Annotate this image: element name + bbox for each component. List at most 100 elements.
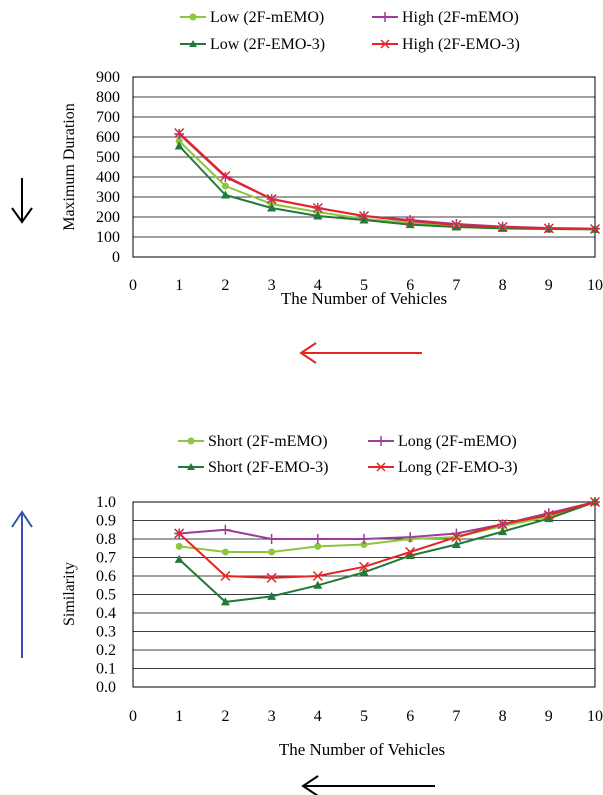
y-tick-label: 700: [96, 109, 120, 126]
data-point: [358, 561, 370, 572]
x-tick-label: 10: [587, 277, 603, 294]
series-lines: [178, 132, 596, 231]
series-line: [178, 501, 596, 579]
data-point: [312, 570, 323, 582]
data-point: [313, 211, 323, 220]
y-tick-label: 0.6: [96, 568, 116, 585]
legend: Low (2F-mEMO) High (2F-mEMO) Low (2F-EMO…: [180, 9, 520, 53]
y-tick-label: 400: [96, 169, 120, 186]
x-tick-label: 6: [406, 277, 414, 294]
data-point: [174, 127, 185, 139]
data-point: [405, 551, 415, 560]
x-tick-label: 6: [406, 708, 414, 725]
y-tick-label: 800: [96, 89, 120, 106]
data-point: [589, 496, 601, 508]
data-point: [360, 541, 368, 549]
y-tick-label: 0.3: [96, 624, 116, 641]
y-tick-label: 300: [96, 189, 120, 206]
x-tick-label: 5: [360, 277, 368, 294]
series-line: [178, 501, 596, 603]
data-point: [266, 193, 277, 205]
data-point: [312, 534, 323, 544]
x-tick-labels: 0 1 2 3 4 5 6 7 8 9 10: [129, 708, 603, 725]
data-point: [220, 170, 231, 182]
x-tick-labels: 0 1 2 3 4 5 6 7 8 9 10: [129, 277, 603, 294]
y-axis-label: Maximum Duration: [61, 103, 78, 231]
y-tick-label: 200: [96, 209, 120, 226]
data-point: [451, 540, 461, 549]
data-point: [313, 580, 323, 589]
legend-entry: High (2F-EMO-3): [372, 36, 520, 53]
data-point: [174, 141, 184, 150]
data-point: [220, 524, 231, 535]
data-point: [359, 567, 369, 576]
legend-entry: Long (2F-mEMO): [368, 433, 517, 450]
data-point: [589, 223, 601, 235]
down-arrow: [11, 178, 33, 224]
x-tick-label: 0: [129, 708, 137, 725]
data-point: [220, 190, 230, 199]
y-tick-label: 500: [96, 149, 120, 166]
data-point: [266, 534, 277, 544]
legend-entry: Low (2F-EMO-3): [180, 36, 325, 53]
x-tick-label: 8: [499, 277, 507, 294]
legend-entry: Low (2F-mEMO): [180, 9, 324, 26]
legend: Short (2F-mEMO) Long (2F-mEMO) Short (2F…: [178, 433, 518, 476]
data-point: [451, 219, 462, 231]
x-tick-label: 3: [268, 708, 276, 725]
data-point: [543, 223, 554, 234]
y-tick-label: 0.2: [96, 642, 116, 659]
data-point: [220, 570, 231, 582]
y-axis-label: Similarity: [61, 562, 78, 626]
duration-chart: Low (2F-mEMO) High (2F-mEMO) Low (2F-EMO…: [11, 9, 603, 364]
y-tick-label: 0.0: [96, 679, 116, 696]
legend-label: High (2F-EMO-3): [402, 36, 520, 53]
y-tick-labels: 0.00.1 0.20.3 0.40.5 0.60.7 0.80.9 1.0: [96, 494, 116, 696]
data-point: [359, 215, 369, 224]
similarity-chart: Short (2F-mEMO) Long (2F-mEMO) Short (2F…: [11, 433, 603, 795]
data-point: [405, 215, 416, 227]
x-tick-label: 0: [129, 277, 137, 294]
legend-label: Long (2F-mEMO): [398, 433, 517, 450]
y-tick-label: 600: [96, 129, 120, 146]
series-line: [179, 501, 596, 553]
x-tick-label: 5: [360, 708, 368, 725]
y-tick-label: 900: [96, 69, 120, 86]
series-lines: [178, 501, 596, 603]
y-tick-label: 1.0: [96, 494, 116, 511]
legend-label: Long (2F-EMO-3): [398, 459, 518, 476]
series-line: [178, 133, 596, 230]
legend-label: High (2F-mEMO): [402, 9, 519, 26]
legend-label: Low (2F-mEMO): [210, 9, 324, 26]
y-tick-label: 0.5: [96, 587, 116, 604]
left-arrow: [301, 775, 435, 795]
y-tick-labels: 0 100 200 300 400 500 600 700 800 900: [96, 69, 120, 266]
series-line: [178, 132, 596, 230]
x-tick-label: 2: [221, 277, 229, 294]
legend-label: Low (2F-EMO-3): [210, 36, 325, 53]
y-tick-label: 0.4: [96, 605, 116, 622]
left-arrow: [299, 342, 422, 364]
x-tick-label: 1: [175, 277, 183, 294]
legend-entry: Short (2F-mEMO): [178, 433, 328, 450]
x-tick-label: 9: [545, 277, 553, 294]
legend-entry: High (2F-mEMO): [372, 9, 519, 26]
x-tick-label: 7: [452, 277, 460, 294]
data-point: [314, 542, 322, 550]
x-tick-label: 2: [221, 708, 229, 725]
x-tick-label: 1: [175, 708, 183, 725]
x-axis-label: The Number of Vehicles: [281, 289, 447, 308]
data-point: [544, 514, 554, 523]
data-point: [359, 534, 369, 544]
data-point: [312, 202, 323, 214]
x-axis-label: The Number of Vehicles: [279, 740, 445, 759]
data-point: [267, 203, 277, 212]
plot-frame: [132, 501, 596, 688]
series-markers: [174, 496, 601, 606]
data-point: [266, 572, 277, 583]
x-tick-label: 8: [499, 708, 507, 725]
data-point: [268, 548, 276, 556]
x-tick-label: 10: [587, 708, 603, 725]
y-tick-label: 0: [112, 249, 120, 266]
